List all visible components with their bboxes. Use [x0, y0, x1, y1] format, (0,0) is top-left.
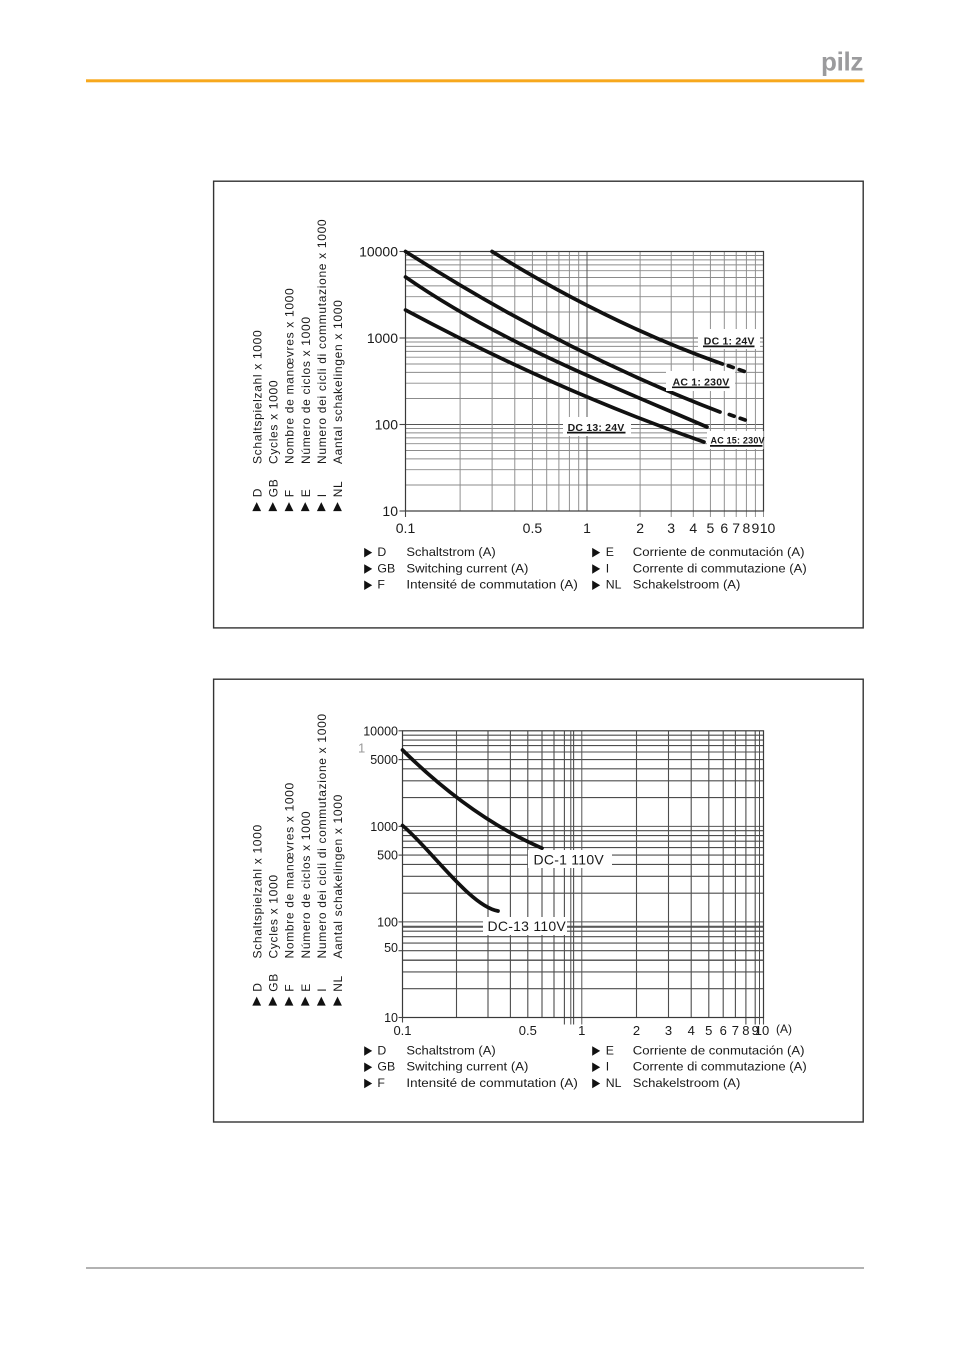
svg-text:pilz: pilz	[821, 47, 863, 77]
svg-text:NL: NL	[331, 975, 345, 992]
svg-text:E: E	[606, 1043, 614, 1057]
svg-text:DC-1 110V: DC-1 110V	[534, 852, 605, 868]
svg-text:F: F	[283, 984, 297, 992]
svg-text:Switching current (A): Switching current (A)	[406, 561, 528, 575]
svg-text:Schakelstroom (A): Schakelstroom (A)	[633, 1076, 741, 1090]
svg-text:Schaltspielzahl x 1000: Schaltspielzahl x 1000	[250, 824, 264, 958]
svg-text:E: E	[299, 983, 313, 992]
svg-text:GB: GB	[377, 561, 395, 575]
svg-text:10: 10	[384, 1011, 398, 1025]
svg-text:3: 3	[667, 520, 675, 536]
svg-text:100: 100	[377, 915, 398, 929]
svg-text:6: 6	[720, 1023, 727, 1038]
svg-text:F: F	[377, 578, 385, 592]
svg-text:3: 3	[665, 1023, 672, 1038]
svg-text:50: 50	[384, 941, 398, 955]
svg-text:10: 10	[755, 1023, 769, 1038]
svg-text:2: 2	[633, 1023, 640, 1038]
svg-text:500: 500	[377, 849, 398, 863]
svg-text:10000: 10000	[359, 244, 398, 260]
svg-text:1: 1	[583, 520, 591, 536]
svg-text:2: 2	[636, 520, 644, 536]
svg-text:8: 8	[743, 520, 751, 536]
svg-text:I: I	[606, 561, 609, 575]
svg-text:(A): (A)	[776, 1022, 792, 1036]
svg-text:Corrente di commutazione (A): Corrente di commutazione (A)	[633, 1060, 807, 1074]
svg-text:Schakelstroom (A): Schakelstroom (A)	[633, 578, 741, 592]
svg-text:Aantal schakelingen x 1000: Aantal schakelingen x 1000	[331, 794, 345, 958]
svg-text:AC 1: 230V: AC 1: 230V	[673, 376, 730, 388]
svg-text:9: 9	[752, 520, 760, 536]
svg-text:Corriente de conmutación (A): Corriente de conmutación (A)	[633, 545, 805, 559]
svg-text:4: 4	[689, 520, 697, 536]
svg-text:GB: GB	[377, 1060, 395, 1074]
svg-text:DC 1: 24V: DC 1: 24V	[704, 336, 755, 348]
svg-text:Schaltstrom (A): Schaltstrom (A)	[406, 545, 495, 559]
svg-text:E: E	[606, 545, 614, 559]
svg-text:4: 4	[688, 1023, 695, 1038]
svg-text:5000: 5000	[370, 753, 398, 767]
svg-text:Corriente de conmutación (A): Corriente de conmutación (A)	[633, 1043, 805, 1057]
svg-text:1: 1	[578, 1023, 585, 1038]
svg-text:Cycles x 1000: Cycles x 1000	[266, 380, 280, 464]
svg-text:10: 10	[760, 520, 776, 536]
svg-text:F: F	[377, 1076, 385, 1090]
svg-text:10000: 10000	[363, 724, 398, 738]
svg-text:5: 5	[705, 1023, 712, 1038]
svg-text:Nombre de manœvres x 1000: Nombre de manœvres x 1000	[283, 782, 297, 958]
svg-text:0.1: 0.1	[393, 1023, 411, 1038]
svg-text:D: D	[250, 488, 264, 497]
svg-text:6: 6	[720, 520, 728, 536]
svg-text:GB: GB	[266, 973, 280, 992]
svg-text:Intensité de commutation (A): Intensité de commutation (A)	[406, 1076, 577, 1090]
svg-text:I: I	[606, 1060, 609, 1074]
svg-text:1000: 1000	[367, 330, 398, 346]
svg-text:Numero dei cicli di commutazio: Numero dei cicli di commutazione x 1000	[315, 219, 329, 464]
svg-text:Schaltspielzahl x 1000: Schaltspielzahl x 1000	[250, 330, 264, 464]
svg-text:NL: NL	[606, 1076, 622, 1090]
svg-text:AC 15: 230V: AC 15: 230V	[711, 436, 765, 446]
svg-text:1: 1	[358, 741, 365, 756]
svg-text:D: D	[250, 982, 264, 991]
svg-text:NL: NL	[331, 481, 345, 498]
svg-text:9: 9	[752, 1023, 759, 1038]
svg-text:8: 8	[742, 1023, 749, 1038]
svg-text:DC 13: 24V: DC 13: 24V	[568, 422, 625, 434]
svg-text:Numero dei cicli di commutazio: Numero dei cicli di commutazione x 1000	[315, 713, 329, 958]
svg-text:D: D	[377, 545, 386, 559]
svg-text:0.5: 0.5	[523, 520, 543, 536]
svg-text:1000: 1000	[370, 820, 398, 834]
svg-text:Número de ciclos x 1000: Número de ciclos x 1000	[299, 811, 313, 959]
svg-text:F: F	[283, 489, 297, 497]
svg-text:E: E	[299, 489, 313, 498]
svg-text:Schaltstrom (A): Schaltstrom (A)	[406, 1043, 495, 1057]
svg-text:GB: GB	[266, 479, 280, 498]
svg-text:Switching current (A): Switching current (A)	[406, 1060, 528, 1074]
svg-text:I: I	[315, 493, 329, 497]
svg-text:NL: NL	[606, 578, 622, 592]
svg-text:5: 5	[707, 520, 715, 536]
svg-text:Cycles x 1000: Cycles x 1000	[266, 874, 280, 958]
svg-text:D: D	[377, 1043, 386, 1057]
svg-text:Intensité de commutation (A): Intensité de commutation (A)	[406, 578, 577, 592]
svg-text:0.1: 0.1	[396, 520, 416, 536]
svg-text:10: 10	[382, 503, 398, 519]
svg-text:Número de ciclos x 1000: Número de ciclos x 1000	[299, 316, 313, 464]
svg-text:0.5: 0.5	[519, 1023, 537, 1038]
svg-text:7: 7	[732, 520, 740, 536]
svg-text:Aantal schakelingen x 1000: Aantal schakelingen x 1000	[331, 300, 345, 464]
svg-text:Corrente di commutazione (A): Corrente di commutazione (A)	[633, 561, 807, 575]
svg-text:DC-13 110V: DC-13 110V	[488, 918, 567, 934]
svg-text:7: 7	[732, 1023, 739, 1038]
svg-text:100: 100	[375, 417, 399, 433]
svg-text:Nombre de manœvres x 1000: Nombre de manœvres x 1000	[283, 288, 297, 464]
svg-text:I: I	[315, 988, 329, 992]
